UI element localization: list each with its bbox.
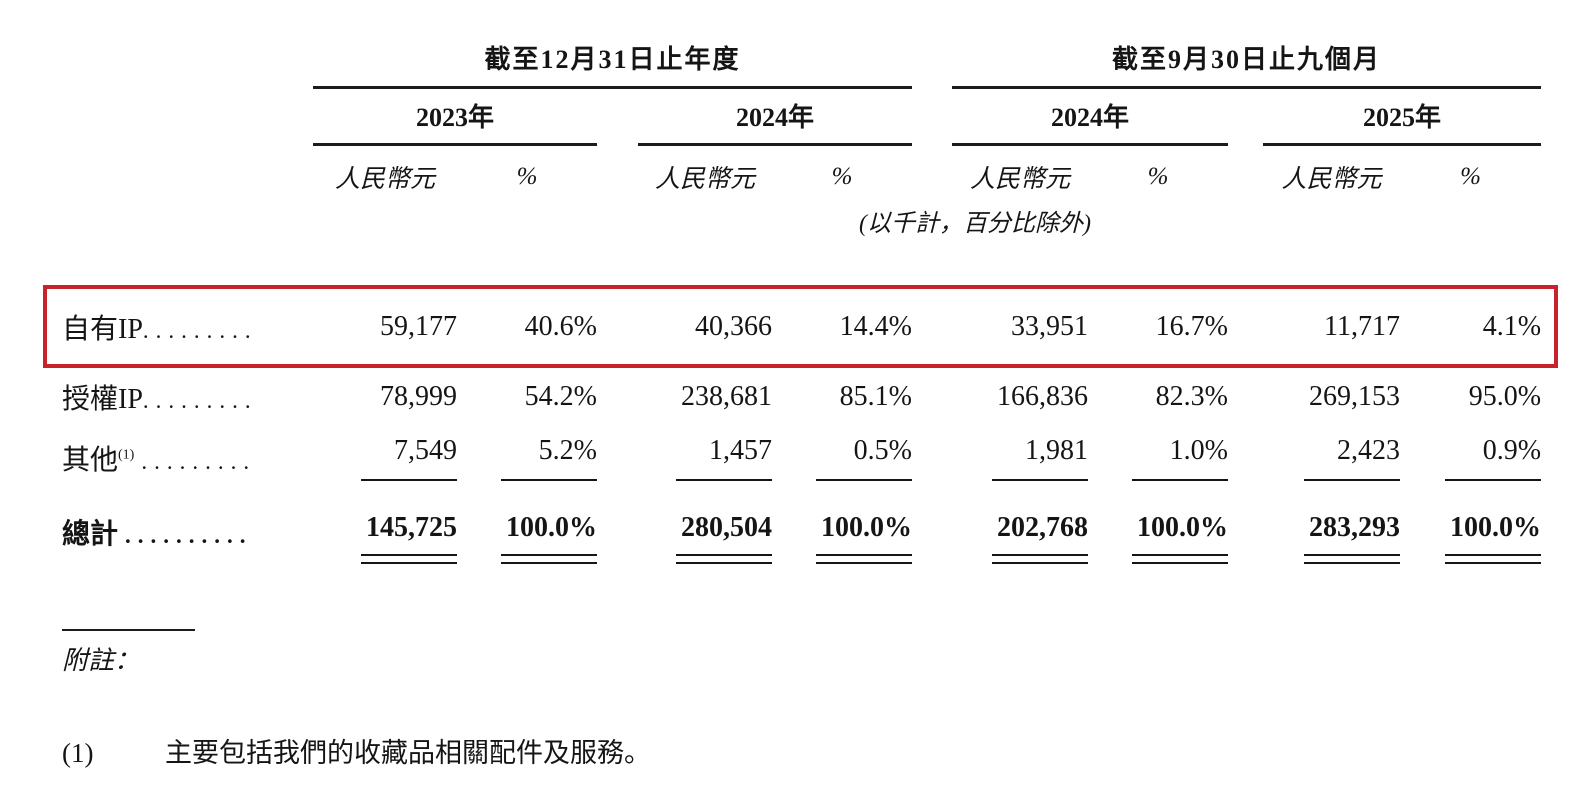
footnote-text: 主要包括我們的收藏品相關配件及服務。	[165, 738, 651, 768]
value-cell: 7,549	[313, 425, 457, 490]
value-cell: 269,153	[1309, 380, 1400, 412]
value-cell: 238,681	[681, 380, 772, 412]
value-cell: 95.0%	[1468, 380, 1542, 412]
unit-header-percent: %	[1147, 162, 1169, 190]
unit-header-percent: %	[516, 162, 538, 190]
value-cell: 85.1%	[839, 380, 912, 412]
row-label: 授權IP.........	[62, 383, 258, 415]
value-cell: 100.0%	[772, 490, 912, 585]
table-row-others: 其他(1) ......... 7,549 5.2% 1,457 0.5% 1,…	[62, 425, 1542, 490]
dot-leader: .........	[142, 317, 258, 343]
value-cell: 100.0%	[1400, 490, 1542, 585]
unit-header-amount: 人民幣元	[654, 165, 755, 193]
spacer-row	[62, 240, 1541, 285]
value-cell: 1,457	[638, 425, 772, 490]
footnote-divider	[62, 629, 195, 631]
value-cell: 1,981	[952, 425, 1088, 490]
footnote-ref: (1)	[118, 447, 135, 463]
value-cell: 59,177	[380, 310, 457, 342]
row-label: 其他(1) .........	[62, 444, 257, 476]
footnote-item: (1) 主要包括我們的收藏品相關配件及服務。	[62, 731, 651, 770]
period-group-header-2: 截至9月30日止九個月	[952, 38, 1542, 89]
value-cell: 16.7%	[1155, 310, 1228, 342]
value-cell: 33,951	[1011, 310, 1088, 342]
row-label: 自有IP.........	[62, 313, 258, 345]
year-header-2024a: 2024年	[638, 87, 912, 146]
value-cell: 145,725	[313, 490, 457, 585]
value-cell: 40,366	[695, 310, 772, 342]
value-cell: 11,717	[1324, 310, 1400, 342]
value-cell: 283,293	[1263, 490, 1400, 585]
value-cell: 4.1%	[1482, 310, 1542, 342]
revenue-by-ip-table: 截至12月31日止年度 截至9月30日止九個月 2023年 2024年 2024…	[62, 38, 1542, 585]
unit-header-amount: 人民幣元	[334, 165, 435, 193]
year-header-row: 2023年 2024年 2024年 2025年	[62, 87, 1542, 146]
unit-header-percent: %	[831, 162, 853, 190]
dot-leader: ..........	[125, 523, 253, 548]
value-cell: 0.9%	[1400, 425, 1542, 490]
year-header-2025: 2025年	[1263, 87, 1542, 146]
value-cell: 0.5%	[772, 425, 912, 490]
units-note-row: (以千計，百分比除外)	[62, 200, 1541, 240]
value-cell: 40.6%	[524, 310, 597, 342]
value-cell: 202,768	[952, 490, 1088, 585]
unit-header-amount: 人民幣元	[969, 165, 1070, 193]
value-cell: 5.2%	[457, 425, 597, 490]
table-row-own-ip: 自有IP......... 59,177 40.6% 40,366 14.4% …	[62, 285, 1541, 368]
value-cell: 2,423	[1263, 425, 1400, 490]
year-header-2024b: 2024年	[952, 87, 1228, 146]
value-cell: 100.0%	[457, 490, 597, 585]
dot-leader: .........	[141, 448, 257, 474]
period-group-row: 截至12月31日止年度 截至9月30日止九個月	[62, 38, 1542, 89]
highlight-box	[43, 285, 1558, 368]
value-cell: 1.0%	[1088, 425, 1228, 490]
year-header-2023: 2023年	[313, 87, 597, 146]
value-cell: 280,504	[638, 490, 772, 585]
value-cell: 14.4%	[839, 310, 912, 342]
value-cell: 78,999	[380, 380, 457, 412]
dot-leader: .........	[142, 387, 258, 413]
table-row-total: 總計 .......... 145,725 100.0% 280,504 100…	[62, 490, 1542, 585]
unit-header-row: 人民幣元 % 人民幣元 % 人民幣元 % 人民幣元 %	[62, 144, 1541, 200]
value-cell: 54.2%	[524, 380, 597, 412]
unit-header-amount: 人民幣元	[1281, 165, 1382, 193]
units-note: (以千計，百分比除外)	[859, 210, 1091, 237]
period-group-header-1: 截至12月31日止年度	[313, 38, 912, 89]
row-label: 總計 ..........	[62, 519, 253, 550]
table-row-licensed-ip: 授權IP......... 78,999 54.2% 238,681 85.1%…	[62, 368, 1541, 425]
unit-header-percent: %	[1460, 162, 1481, 190]
value-cell: 166,836	[997, 380, 1088, 412]
footnote-marker: (1)	[62, 738, 94, 768]
footnote-heading: 附註：	[62, 646, 141, 675]
value-cell: 100.0%	[1088, 490, 1228, 585]
value-cell: 82.3%	[1155, 380, 1228, 412]
